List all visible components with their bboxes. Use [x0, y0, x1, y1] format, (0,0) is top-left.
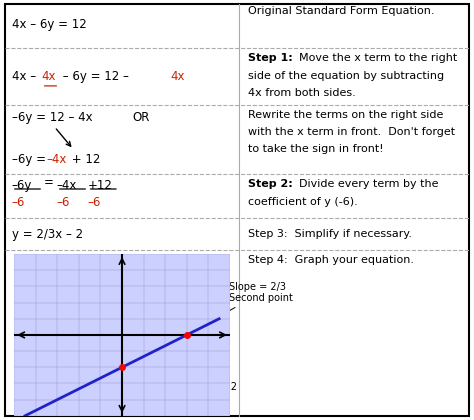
Text: with the x term in front.  Don't forget: with the x term in front. Don't forget — [248, 127, 455, 137]
Text: =: = — [44, 176, 54, 189]
Text: 4x: 4x — [42, 70, 56, 83]
Text: –6: –6 — [57, 196, 70, 209]
Text: –6y =: –6y = — [12, 153, 50, 166]
FancyBboxPatch shape — [5, 4, 469, 416]
Text: Move the x term to the right: Move the x term to the right — [292, 53, 457, 63]
Text: y-intercept = −2: y-intercept = −2 — [126, 368, 237, 392]
Text: Rewrite the terms on the right side: Rewrite the terms on the right side — [248, 110, 443, 120]
Text: Slope = 2/3
Second point: Slope = 2/3 Second point — [190, 282, 293, 333]
Text: +12: +12 — [88, 178, 112, 192]
Text: Original Standard Form Equation.: Original Standard Form Equation. — [248, 6, 434, 16]
Text: OR: OR — [133, 111, 150, 124]
Text: side of the equation by subtracting: side of the equation by subtracting — [248, 71, 444, 81]
Text: 4x –: 4x – — [12, 70, 40, 83]
Text: Step 2:: Step 2: — [248, 179, 292, 189]
Text: + 12: + 12 — [68, 153, 100, 166]
Text: – 6y = 12 –: – 6y = 12 – — [59, 70, 133, 83]
Text: –4x: –4x — [46, 153, 67, 166]
Text: Divide every term by the: Divide every term by the — [292, 179, 438, 189]
Text: Step 1:: Step 1: — [248, 53, 292, 63]
Text: –6: –6 — [88, 196, 101, 209]
Text: coefficient of y (-6).: coefficient of y (-6). — [248, 197, 358, 207]
Text: –6y = 12 – 4x: –6y = 12 – 4x — [12, 111, 92, 124]
Text: y = 2/3x – 2: y = 2/3x – 2 — [12, 228, 83, 241]
Text: –6: –6 — [12, 196, 25, 209]
Text: 4x: 4x — [171, 70, 185, 83]
Text: –4x: –4x — [57, 178, 77, 192]
Text: 4x – 6y = 12: 4x – 6y = 12 — [12, 18, 87, 31]
Text: 4x from both sides.: 4x from both sides. — [248, 88, 356, 98]
Text: Step 3:  Simplify if necessary.: Step 3: Simplify if necessary. — [248, 229, 412, 239]
Text: to take the sign in front!: to take the sign in front! — [248, 144, 383, 154]
Text: Step 4:  Graph your equation.: Step 4: Graph your equation. — [248, 255, 414, 265]
Text: –6y: –6y — [12, 178, 32, 192]
